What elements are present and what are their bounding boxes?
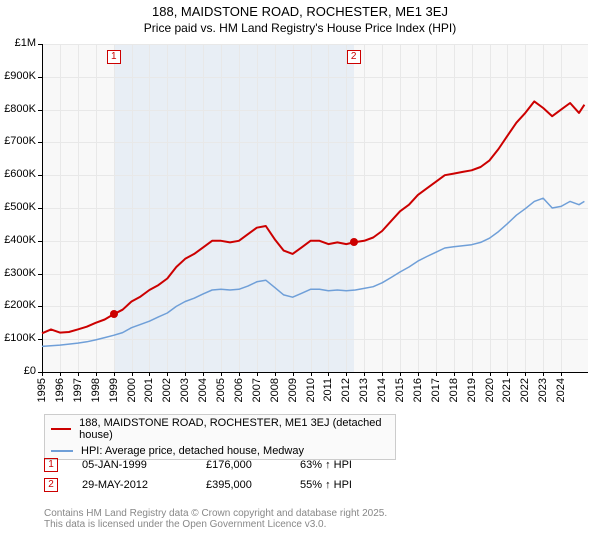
sale-marker-box: 1 <box>107 50 121 64</box>
legend-label: 188, MAIDSTONE ROAD, ROCHESTER, ME1 3EJ … <box>79 417 389 441</box>
footer-line1: Contains HM Land Registry data © Crown c… <box>44 508 387 519</box>
sale-price: £176,000 <box>206 459 276 471</box>
legend-swatch <box>51 450 73 452</box>
sale-index-box: 2 <box>44 478 58 492</box>
sale-delta: 55% ↑ HPI <box>300 479 352 491</box>
footer-line2: This data is licensed under the Open Gov… <box>44 519 387 530</box>
sale-delta: 63% ↑ HPI <box>300 459 352 471</box>
sale-marker-box: 2 <box>347 50 361 64</box>
series-price_paid <box>42 101 584 333</box>
attribution-footer: Contains HM Land Registry data © Crown c… <box>44 508 387 530</box>
sale-date: 05-JAN-1999 <box>82 459 182 471</box>
series-hpi <box>42 198 584 346</box>
legend-item: HPI: Average price, detached house, Medw… <box>45 443 395 459</box>
sale-row: 1 05-JAN-1999 £176,000 63% ↑ HPI <box>44 458 352 472</box>
sale-price: £395,000 <box>206 479 276 491</box>
legend-label: HPI: Average price, detached house, Medw… <box>81 445 304 457</box>
legend-swatch <box>51 428 71 430</box>
price-chart: £0£100K£200K£300K£400K£500K£600K£700K£80… <box>0 0 600 420</box>
legend: 188, MAIDSTONE ROAD, ROCHESTER, ME1 3EJ … <box>44 414 396 460</box>
sale-row: 2 29-MAY-2012 £395,000 55% ↑ HPI <box>44 478 352 492</box>
chart-lines <box>0 0 600 420</box>
sale-index-box: 1 <box>44 458 58 472</box>
sale-date: 29-MAY-2012 <box>82 479 182 491</box>
legend-item: 188, MAIDSTONE ROAD, ROCHESTER, ME1 3EJ … <box>45 415 395 443</box>
sales-table: 1 05-JAN-1999 £176,000 63% ↑ HPI 2 29-MAY-201… <box>44 458 352 498</box>
